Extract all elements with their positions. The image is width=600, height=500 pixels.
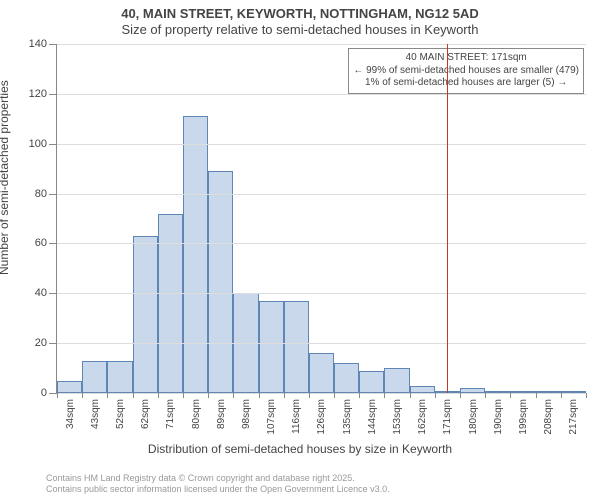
x-tick bbox=[485, 393, 486, 398]
histogram-bar bbox=[208, 171, 233, 393]
gridline-h bbox=[57, 343, 586, 344]
gridline-h bbox=[57, 243, 586, 244]
x-tick bbox=[158, 393, 159, 398]
x-tick-label: 126sqm bbox=[316, 399, 327, 435]
histogram-bar bbox=[57, 381, 82, 393]
x-tick-label: 116sqm bbox=[291, 399, 302, 434]
x-tick bbox=[183, 393, 184, 398]
title-line-2: Size of property relative to semi-detach… bbox=[0, 22, 600, 37]
x-axis-label: Distribution of semi-detached houses by … bbox=[0, 442, 600, 456]
x-tick-label: 71sqm bbox=[165, 399, 176, 429]
y-tick bbox=[49, 243, 57, 244]
y-tick-label: 0 bbox=[41, 387, 47, 399]
callout-line-2: ← 99% of semi-detached houses are smalle… bbox=[353, 65, 579, 78]
x-tick-label: 80sqm bbox=[191, 399, 202, 429]
x-tick bbox=[586, 393, 587, 398]
gridline-h bbox=[57, 144, 586, 145]
x-tick bbox=[561, 393, 562, 398]
y-tick bbox=[49, 94, 57, 95]
y-tick bbox=[49, 293, 57, 294]
marker-line bbox=[447, 44, 448, 393]
x-tick-label: 135sqm bbox=[342, 399, 353, 435]
histogram-bar bbox=[410, 386, 435, 393]
bars-container bbox=[57, 44, 586, 393]
gridline-h bbox=[57, 293, 586, 294]
x-tick bbox=[82, 393, 83, 398]
x-tick-label: 34sqm bbox=[65, 399, 76, 429]
x-tick-label: 153sqm bbox=[392, 399, 403, 435]
x-tick-label: 52sqm bbox=[115, 399, 126, 429]
chart-plot-area: 40 MAIN STREET: 171sqm ← 99% of semi-det… bbox=[56, 44, 586, 394]
x-tick bbox=[435, 393, 436, 398]
x-tick bbox=[284, 393, 285, 398]
histogram-bar bbox=[107, 361, 132, 393]
histogram-bar bbox=[133, 236, 158, 393]
x-tick bbox=[259, 393, 260, 398]
x-tick bbox=[57, 393, 58, 398]
x-tick-label: 180sqm bbox=[468, 399, 479, 435]
x-tick-label: 107sqm bbox=[266, 399, 277, 435]
x-tick bbox=[107, 393, 108, 398]
x-tick-label: 144sqm bbox=[367, 399, 378, 435]
y-tick-label: 120 bbox=[29, 88, 47, 100]
x-tick bbox=[309, 393, 310, 398]
y-tick-label: 40 bbox=[35, 287, 47, 299]
credit-line-2: Contains public sector information licen… bbox=[46, 484, 390, 496]
x-tick bbox=[133, 393, 134, 398]
x-tick bbox=[208, 393, 209, 398]
histogram-bar bbox=[384, 368, 409, 393]
histogram-bar bbox=[183, 116, 208, 393]
y-tick bbox=[49, 393, 57, 394]
y-axis-label: Number of semi-detached properties bbox=[0, 80, 11, 275]
x-tick-label: 217sqm bbox=[568, 399, 579, 435]
credit-text: Contains HM Land Registry data © Crown c… bbox=[46, 473, 390, 496]
y-tick bbox=[49, 44, 57, 45]
x-tick-label: 171sqm bbox=[442, 399, 453, 435]
histogram-bar bbox=[309, 353, 334, 393]
y-tick bbox=[49, 343, 57, 344]
x-tick-label: 190sqm bbox=[493, 399, 504, 435]
histogram-bar bbox=[259, 301, 284, 393]
x-tick bbox=[359, 393, 360, 398]
gridline-h bbox=[57, 194, 586, 195]
x-tick-label: 89sqm bbox=[216, 399, 227, 429]
histogram-bar bbox=[82, 361, 107, 393]
x-tick-label: 43sqm bbox=[90, 399, 101, 429]
callout-line-3: 1% of semi-detached houses are larger (5… bbox=[353, 77, 579, 90]
x-tick-label: 162sqm bbox=[417, 399, 428, 435]
histogram-bar bbox=[334, 363, 359, 393]
y-tick-label: 140 bbox=[29, 38, 47, 50]
credit-line-1: Contains HM Land Registry data © Crown c… bbox=[46, 473, 390, 485]
marker-callout: 40 MAIN STREET: 171sqm ← 99% of semi-det… bbox=[348, 48, 584, 94]
y-tick-label: 80 bbox=[35, 188, 47, 200]
x-tick-label: 98sqm bbox=[241, 399, 252, 429]
histogram-bar bbox=[284, 301, 309, 393]
histogram-bar bbox=[359, 371, 384, 393]
gridline-h bbox=[57, 393, 586, 394]
y-tick bbox=[49, 144, 57, 145]
x-tick bbox=[384, 393, 385, 398]
x-tick bbox=[233, 393, 234, 398]
gridline-h bbox=[57, 94, 586, 95]
x-tick-label: 199sqm bbox=[518, 399, 529, 435]
x-tick bbox=[510, 393, 511, 398]
y-tick bbox=[49, 194, 57, 195]
x-tick bbox=[536, 393, 537, 398]
y-tick-label: 100 bbox=[29, 138, 47, 150]
gridline-h bbox=[57, 44, 586, 45]
x-tick bbox=[410, 393, 411, 398]
y-tick-label: 60 bbox=[35, 237, 47, 249]
title-line-1: 40, MAIN STREET, KEYWORTH, NOTTINGHAM, N… bbox=[0, 6, 600, 21]
x-tick bbox=[460, 393, 461, 398]
callout-line-1: 40 MAIN STREET: 171sqm bbox=[353, 52, 579, 65]
histogram-bar bbox=[158, 214, 183, 393]
x-tick-label: 62sqm bbox=[140, 399, 151, 429]
y-tick-label: 20 bbox=[35, 337, 47, 349]
x-tick bbox=[334, 393, 335, 398]
x-tick-label: 208sqm bbox=[543, 399, 554, 435]
